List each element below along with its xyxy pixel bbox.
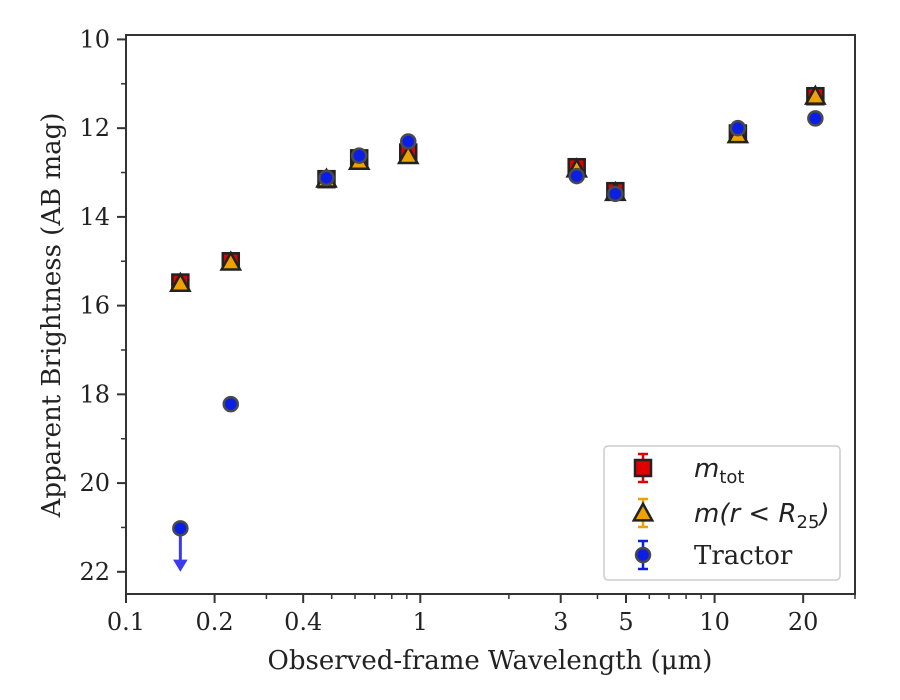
circle-marker [634, 546, 652, 564]
series-2 [172, 110, 824, 572]
triangle-marker [804, 84, 827, 105]
circle-marker [729, 119, 747, 137]
y-tick-label: 14 [79, 203, 110, 231]
x-tick-label: 0.4 [284, 608, 322, 636]
y-axis-label: Apparent Brightness (AB mag) [37, 113, 67, 519]
circle-marker [568, 167, 585, 185]
x-tick-label: 3 [553, 608, 568, 636]
y-tick-label: 22 [79, 558, 110, 586]
triangle-marker [631, 501, 655, 522]
triangle-marker [219, 250, 243, 271]
x-tick-label: 0.1 [107, 608, 145, 636]
x-axis-label: Observed-frame Wavelength (μm) [268, 646, 713, 676]
plot-frame [125, 34, 856, 595]
square-marker [633, 458, 653, 478]
x-tick-label: 0.2 [196, 608, 234, 636]
legend-box [603, 445, 841, 581]
legend-label: mtot [694, 454, 744, 488]
series-1 [169, 84, 827, 293]
y-tick-label: 10 [79, 25, 110, 53]
triangle-marker [396, 143, 420, 165]
circle-marker [318, 169, 335, 187]
triangle-marker [169, 271, 192, 293]
circle-marker [350, 147, 368, 164]
legend-label: m(r < R25) [694, 499, 830, 533]
y-tick-label: 20 [79, 469, 110, 497]
x-tick-label: 10 [699, 608, 730, 636]
data-points [169, 84, 827, 572]
x-tick-label: 5 [618, 608, 633, 636]
y-tick-label: 18 [79, 380, 110, 408]
legend-label: Tractor [694, 541, 793, 571]
x-tick-label: 20 [788, 608, 819, 636]
y-tick-label: 16 [79, 292, 110, 320]
circle-marker [222, 395, 240, 413]
circle-marker [399, 133, 417, 150]
circle-marker [172, 520, 189, 537]
upper-limit-arrowhead [173, 559, 188, 572]
legend: mtot m(r < R25) Tractor [603, 445, 841, 581]
circle-marker [807, 110, 824, 127]
axes: 0.1 0.2 0.4 1 3 5 10 20 10 12 14 16 18 20 22 [79, 25, 856, 636]
series-0 [171, 86, 825, 292]
y-tick-label: 12 [79, 114, 110, 142]
circle-marker [607, 185, 624, 203]
x-tick-label: 1 [413, 608, 428, 636]
